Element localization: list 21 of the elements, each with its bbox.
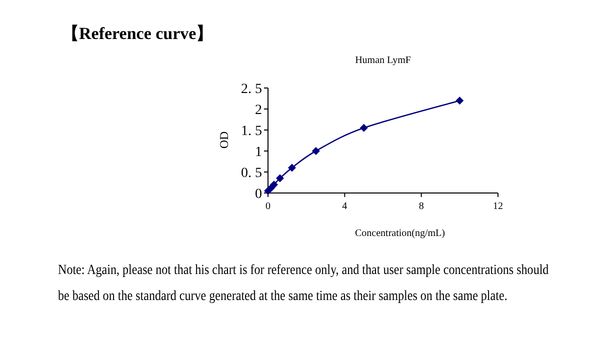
y-tick-label: 1. 5 xyxy=(241,124,262,139)
point xyxy=(270,180,278,189)
x-tick-label: 8 xyxy=(418,201,424,212)
x-tick-label: 0 xyxy=(266,201,270,212)
y-tick-label: 2 xyxy=(255,103,262,118)
point xyxy=(360,124,368,132)
y-tick-label: 0 xyxy=(255,187,262,202)
chart-title: 【Reference curve】 xyxy=(62,23,214,45)
text: Note: Again, please not that his chart is for reference only, and that user sample concentrations should be based on the standard curve generated at the same time as their samples on the same plate. xyxy=(58,262,550,306)
point xyxy=(288,164,296,172)
y-axis-title: OD xyxy=(217,131,231,149)
y-tick-label: 0. 5 xyxy=(241,166,262,181)
point xyxy=(456,96,464,105)
x-tick-label: 12 xyxy=(493,201,503,212)
y-tick-label: 1 xyxy=(255,145,262,160)
point xyxy=(312,147,320,155)
point xyxy=(276,174,284,182)
y-tick-label: 2. 5 xyxy=(241,82,262,97)
chart-subtitle: Human LymF xyxy=(355,55,412,66)
x-axis-title: Concentration(ng/mL) xyxy=(355,228,445,239)
x-tick-label: 4 xyxy=(342,201,348,212)
